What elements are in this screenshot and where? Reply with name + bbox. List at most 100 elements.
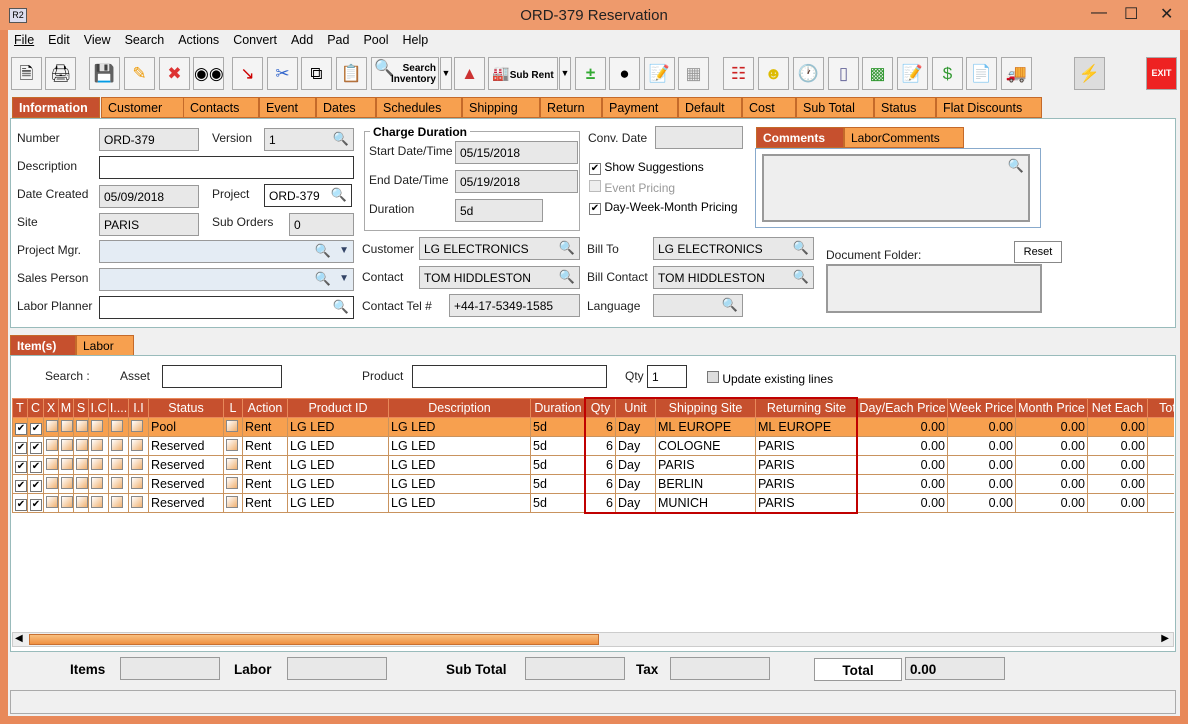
- description-cell[interactable]: LG LED: [388, 436, 531, 456]
- duration-cell[interactable]: 5d: [530, 417, 586, 437]
- tab-sub-total[interactable]: Sub Total: [796, 97, 874, 118]
- status-cell[interactable]: Reserved: [148, 474, 224, 494]
- tot-cell[interactable]: [1147, 493, 1174, 513]
- menu-edit[interactable]: Edit: [48, 33, 70, 47]
- column-header[interactable]: Month Price: [1015, 398, 1088, 418]
- checkbox-unchecked[interactable]: [131, 495, 143, 508]
- scroll-left-icon[interactable]: ◀: [15, 633, 23, 644]
- search-icon[interactable]: 🔍: [792, 269, 809, 284]
- checkbox-unchecked[interactable]: [111, 476, 123, 489]
- flag-cell[interactable]: [43, 436, 59, 456]
- paste-icon[interactable]: 📋: [336, 57, 367, 90]
- checkbox-unchecked[interactable]: [226, 457, 238, 470]
- end-date-field[interactable]: 05/19/2018: [455, 170, 578, 193]
- transfer-icon[interactable]: ↘: [232, 57, 263, 90]
- tab-default[interactable]: Default: [678, 97, 742, 118]
- flag-cell[interactable]: [73, 474, 89, 494]
- tab-information[interactable]: Information: [12, 97, 100, 118]
- inventory-boxes-icon[interactable]: ▩: [862, 57, 893, 90]
- tab-labor-comments[interactable]: LaborComments: [844, 127, 964, 148]
- checkbox-unchecked[interactable]: [61, 438, 73, 451]
- flag-cell[interactable]: [43, 493, 59, 513]
- duration-field[interactable]: 5d: [455, 199, 543, 222]
- eraser-icon[interactable]: ▯: [828, 57, 859, 90]
- table-row[interactable]: ✔ ✔ Reserved Rent LG LED LG LED 5d 6 Day BERLIN PA…: [12, 474, 1174, 494]
- tab-event[interactable]: Event: [259, 97, 316, 118]
- contact-field[interactable]: TOM HIDDLESTON 🔍: [419, 266, 580, 289]
- flag-cell[interactable]: [88, 474, 109, 494]
- checkbox-checked[interactable]: ✔: [15, 422, 27, 435]
- checkbox-checked[interactable]: ✔: [15, 460, 27, 473]
- product_id-cell[interactable]: LG LED: [287, 417, 389, 437]
- flag-cell[interactable]: [128, 474, 149, 494]
- flag-cell[interactable]: [58, 436, 74, 456]
- flag-cell[interactable]: ✔: [27, 493, 44, 513]
- checkbox-unchecked[interactable]: [76, 419, 88, 432]
- project-mgr-select[interactable]: 🔍 ▼: [99, 240, 354, 263]
- returning-cell[interactable]: PARIS: [755, 455, 858, 475]
- status-cell[interactable]: Pool: [148, 417, 224, 437]
- search-icon[interactable]: 🔍: [721, 297, 738, 312]
- net-cell[interactable]: 0.00: [1087, 436, 1148, 456]
- product_id-cell[interactable]: LG LED: [287, 474, 389, 494]
- project-field[interactable]: ORD-379 🔍: [264, 184, 352, 207]
- tot-cell[interactable]: [1147, 436, 1174, 456]
- tab-dates[interactable]: Dates: [316, 97, 376, 118]
- month-cell[interactable]: 0.00: [1015, 474, 1088, 494]
- flag-cell[interactable]: ✔: [27, 417, 44, 437]
- month-cell[interactable]: 0.00: [1015, 436, 1088, 456]
- menu-actions[interactable]: Actions: [178, 33, 220, 47]
- l-cell[interactable]: [223, 417, 243, 437]
- status-cell[interactable]: Reserved: [148, 493, 224, 513]
- new-document-icon[interactable]: 🗎: [11, 57, 42, 90]
- checkbox-checked[interactable]: ✔: [30, 460, 42, 473]
- unit-cell[interactable]: Day: [615, 455, 656, 475]
- net-cell[interactable]: 0.00: [1087, 493, 1148, 513]
- column-header[interactable]: Net Each: [1087, 398, 1148, 418]
- tab-comments[interactable]: Comments: [756, 127, 844, 148]
- tot-cell[interactable]: [1147, 474, 1174, 494]
- flag-cell[interactable]: [108, 493, 129, 513]
- flag-cell[interactable]: [73, 417, 89, 437]
- number-field[interactable]: ORD-379: [99, 128, 199, 151]
- column-header[interactable]: Action: [242, 398, 288, 418]
- update-existing-checkbox[interactable]: Update existing lines: [707, 371, 833, 386]
- day-cell[interactable]: 0.00: [857, 493, 948, 513]
- minimize-button[interactable]: —: [1091, 4, 1107, 21]
- qty-input[interactable]: 1: [647, 365, 687, 388]
- week-cell[interactable]: 0.00: [947, 417, 1016, 437]
- search-icon[interactable]: 🔍: [330, 187, 347, 202]
- search-icon[interactable]: 🔍: [314, 271, 331, 286]
- chevron-down-icon[interactable]: ▼: [339, 273, 349, 284]
- search-icon[interactable]: 🔍: [314, 243, 331, 258]
- plugin-icon[interactable]: ⚡: [1074, 57, 1105, 90]
- column-header[interactable]: L: [223, 398, 243, 418]
- checkbox-checked[interactable]: ✔: [589, 163, 601, 175]
- flag-cell[interactable]: ✔: [27, 455, 44, 475]
- month-cell[interactable]: 0.00: [1015, 455, 1088, 475]
- tab-status[interactable]: Status: [874, 97, 936, 118]
- form-edit-icon[interactable]: 📝: [897, 57, 928, 90]
- net-cell[interactable]: 0.00: [1087, 455, 1148, 475]
- product-input[interactable]: [412, 365, 607, 388]
- tab-schedules[interactable]: Schedules: [376, 97, 462, 118]
- tab-flat-discounts[interactable]: Flat Discounts: [936, 97, 1042, 118]
- checkbox-unchecked[interactable]: [61, 419, 73, 432]
- checkbox-unchecked[interactable]: [61, 495, 73, 508]
- search-icon[interactable]: 🔍: [332, 299, 349, 314]
- column-header[interactable]: Duration: [530, 398, 586, 418]
- action-cell[interactable]: Rent: [242, 417, 288, 437]
- pool-icon[interactable]: ●: [609, 57, 640, 90]
- checkbox-unchecked[interactable]: [61, 457, 73, 470]
- checkbox-unchecked[interactable]: [46, 438, 58, 451]
- search-icon[interactable]: 🔍: [792, 240, 809, 255]
- checkbox-unchecked[interactable]: [111, 419, 123, 432]
- flag-cell[interactable]: [128, 493, 149, 513]
- horizontal-scrollbar[interactable]: ◀ ▶: [12, 632, 1174, 647]
- smiley-icon[interactable]: ☻: [758, 57, 789, 90]
- flag-cell[interactable]: ✔: [12, 417, 28, 437]
- invoice-icon[interactable]: 📄: [966, 57, 997, 90]
- flag-cell[interactable]: [128, 417, 149, 437]
- checkbox-unchecked[interactable]: [131, 419, 143, 432]
- flag-cell[interactable]: [58, 417, 74, 437]
